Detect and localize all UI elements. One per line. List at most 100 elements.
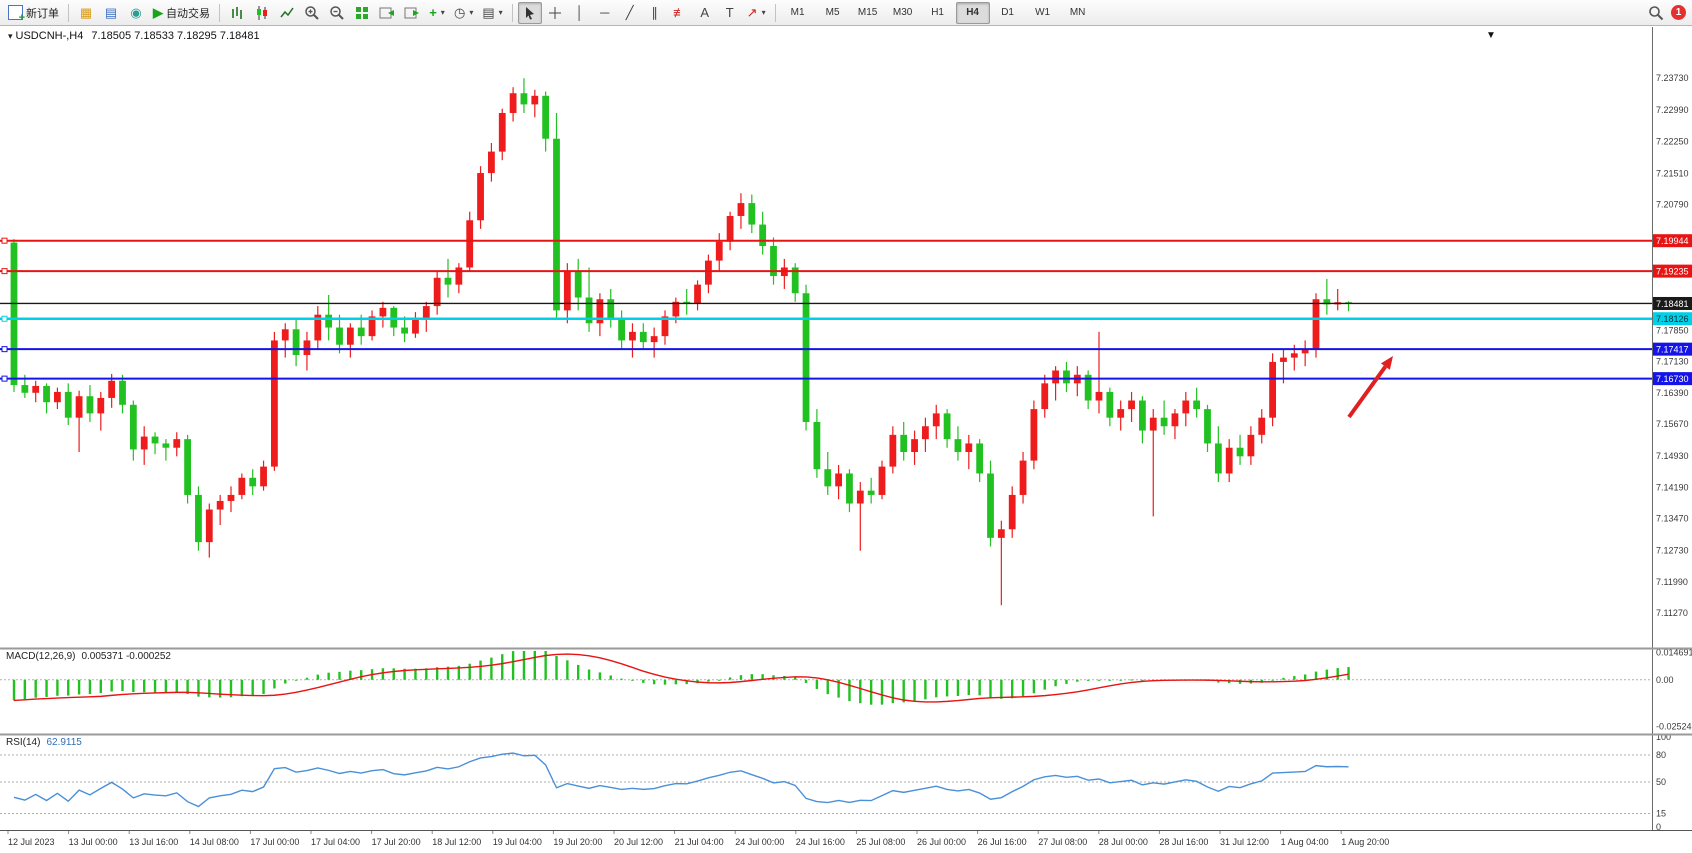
candle-body <box>346 327 354 345</box>
symbol-dropdown-icon[interactable]: ▾ <box>8 31 13 41</box>
timeframe-M15[interactable]: M15 <box>857 7 878 18</box>
indicator-list-button[interactable] <box>350 2 374 24</box>
timeframe-group: M1 M5 M15 M30 H1 H4 D1 W1 MN <box>781 1 1095 24</box>
candle-body <box>21 385 29 393</box>
horizontal-line-7.17417[interactable]: 7.17417 <box>0 342 1692 356</box>
candle-body <box>889 434 897 467</box>
market-watch-button[interactable]: ▦ <box>74 2 98 24</box>
chart-window[interactable]: 7.23730 7.22990 7.22250 7.21510 7.20790 7.178… <box>0 26 1692 853</box>
arrow-objects-dropdown[interactable]: ↗ ▾ <box>743 2 770 24</box>
candle-body <box>1214 443 1222 474</box>
price-label-box <box>1653 264 1692 278</box>
candle-body <box>715 241 723 261</box>
candle-body <box>639 331 647 343</box>
chart-shift-button[interactable] <box>400 2 424 24</box>
cursor-tool-button[interactable] <box>517 1 542 24</box>
templates-icon: ▤ <box>482 5 495 20</box>
candle-body <box>954 439 962 453</box>
price-axis-label: 7.11990 <box>1656 577 1688 587</box>
scroll-position-marker[interactable]: ▼ <box>1486 30 1496 41</box>
line-handle[interactable] <box>1 346 8 353</box>
line-handle[interactable] <box>1 237 8 244</box>
time-axis-label: 28 Jul 16:00 <box>1159 837 1208 847</box>
candle-body <box>433 277 441 307</box>
rsi-axis-label: 50 <box>1656 777 1666 787</box>
auto-scroll-button[interactable] <box>375 2 399 24</box>
time-axis-label: 24 Jul 16:00 <box>796 837 845 847</box>
time-axis[interactable]: 12 Jul 2023 13 Jul 00:00 13 Jul 16:00 14 Ju… <box>7 831 1389 847</box>
candle-body <box>867 490 875 495</box>
zoom-in-button[interactable] <box>300 2 324 24</box>
price-axis-label: 7.16390 <box>1656 388 1689 398</box>
crosshair-tool-button[interactable] <box>543 2 567 24</box>
data-window-button[interactable]: ▤ <box>99 2 123 24</box>
candle-body <box>705 260 712 285</box>
candle-body <box>726 215 734 242</box>
horizontal-line-tool-button[interactable]: ─ <box>593 2 617 24</box>
label-tool-button[interactable]: T <box>718 2 742 24</box>
navigator-button[interactable]: ◉ <box>124 2 148 24</box>
timeframe-M30[interactable]: M30 <box>892 7 913 18</box>
line-handle[interactable] <box>1 315 8 322</box>
timeframe-D1[interactable]: D1 <box>1001 7 1014 18</box>
timeframe-M1[interactable]: M1 <box>790 7 805 18</box>
candle-body <box>325 314 333 328</box>
zoom-out-button[interactable] <box>325 2 349 24</box>
horizontal-line-7.19944[interactable]: 7.19944 <box>0 234 1692 248</box>
candle-body <box>444 277 452 285</box>
trend-arrow-annotation[interactable] <box>1347 356 1393 419</box>
chart-shift-icon <box>404 7 419 18</box>
candle-body <box>162 443 170 448</box>
timeframe-H1[interactable]: H1 <box>931 7 944 18</box>
candle-body <box>249 477 257 487</box>
horizontal-line-7.18126[interactable]: 7.18126 <box>0 312 1692 326</box>
time-axis-label: 17 Jul 00:00 <box>250 837 299 847</box>
timeframe-MN[interactable]: MN <box>1069 7 1086 18</box>
candle-body <box>227 494 235 501</box>
autotrading-button[interactable]: ▶ 自动交易 <box>149 2 214 24</box>
timeframe-W1[interactable]: W1 <box>1035 7 1051 18</box>
new-order-icon <box>8 5 25 24</box>
timeframe-M5[interactable]: M5 <box>825 7 840 18</box>
candle-body <box>737 203 745 216</box>
price-label-box <box>1653 234 1692 248</box>
horizontal-line-7.16730[interactable]: 7.16730 <box>0 372 1692 386</box>
periods-dropdown[interactable]: ◷ ▾ <box>450 2 477 24</box>
candle-body <box>314 314 322 341</box>
candle-body <box>574 271 582 298</box>
time-axis-label: 26 Jul 16:00 <box>978 837 1027 847</box>
price-axis-label: 7.17850 <box>1656 326 1689 336</box>
line-handle[interactable] <box>1 268 8 275</box>
vertical-line-tool-button[interactable]: │ <box>568 2 592 24</box>
candle-body <box>683 301 691 304</box>
new-order-button[interactable]: 新订单 <box>4 2 63 24</box>
add-indicator-dropdown[interactable]: + ▾ <box>425 2 449 24</box>
candle-body <box>368 316 376 337</box>
notification-badge[interactable]: 1 <box>1671 5 1686 20</box>
text-tool-button[interactable]: A <box>693 2 717 24</box>
search-button[interactable] <box>1644 2 1668 24</box>
candle-body <box>1117 409 1125 418</box>
horizontal-line-7.19235[interactable]: 7.19235 <box>0 264 1692 278</box>
new-order-label: 新订单 <box>26 7 59 20</box>
candle-body <box>43 385 50 403</box>
price-axis-label: 7.17130 <box>1656 356 1689 366</box>
trendline-tool-button[interactable]: ╱ <box>618 2 642 24</box>
bar-chart-button[interactable] <box>225 2 249 24</box>
price-label-text: 7.16730 <box>1656 374 1689 384</box>
candle-body <box>64 391 72 418</box>
candlestick-chart-button[interactable] <box>250 2 274 24</box>
templates-dropdown[interactable]: ▤ ▾ <box>478 2 506 24</box>
line-chart-button[interactable] <box>275 2 299 24</box>
candle-body <box>357 327 365 337</box>
rsi-axis-label: 0 <box>1656 822 1661 832</box>
price-axis[interactable]: 7.23730 7.22990 7.22250 7.21510 7.20790 7.178… <box>1656 73 1689 618</box>
timeframe-H4[interactable]: H4 <box>955 1 990 24</box>
line-handle[interactable] <box>1 375 8 382</box>
candle-body <box>997 529 1005 538</box>
line-chart-icon <box>280 7 294 17</box>
channel-tool-button[interactable]: ∥ <box>643 2 667 24</box>
separator <box>774 3 776 22</box>
fibonacci-tool-button[interactable]: ≢ <box>668 2 692 24</box>
